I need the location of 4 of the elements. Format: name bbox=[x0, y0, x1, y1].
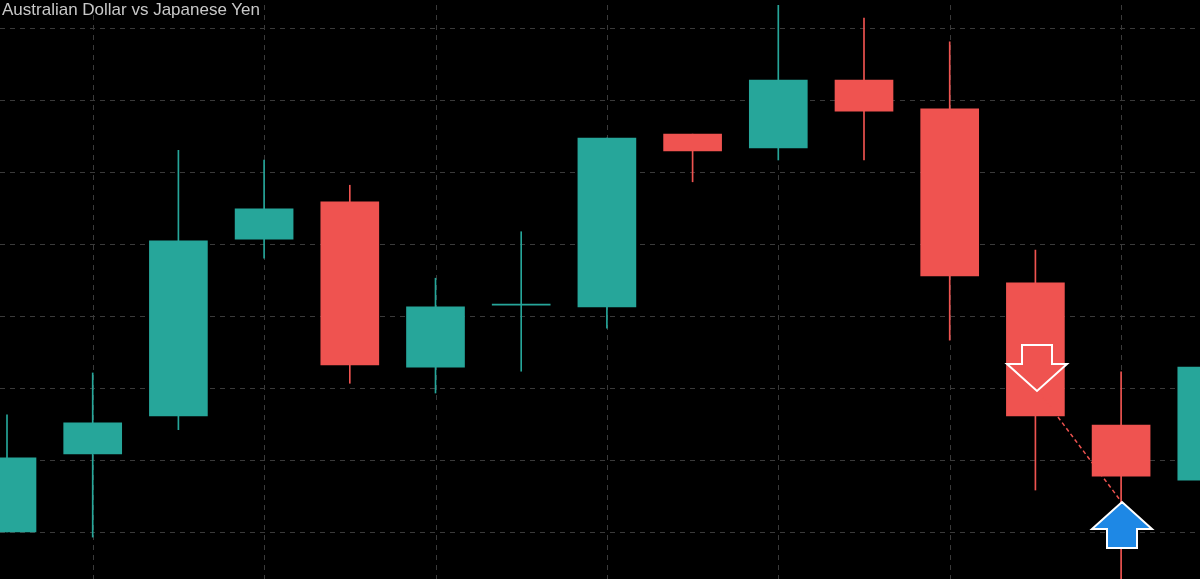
candlestick bbox=[491, 231, 551, 372]
candlestick bbox=[834, 17, 894, 161]
chart-title: Australian Dollar vs Japanese Yen bbox=[2, 0, 260, 20]
candlestick bbox=[63, 372, 123, 538]
